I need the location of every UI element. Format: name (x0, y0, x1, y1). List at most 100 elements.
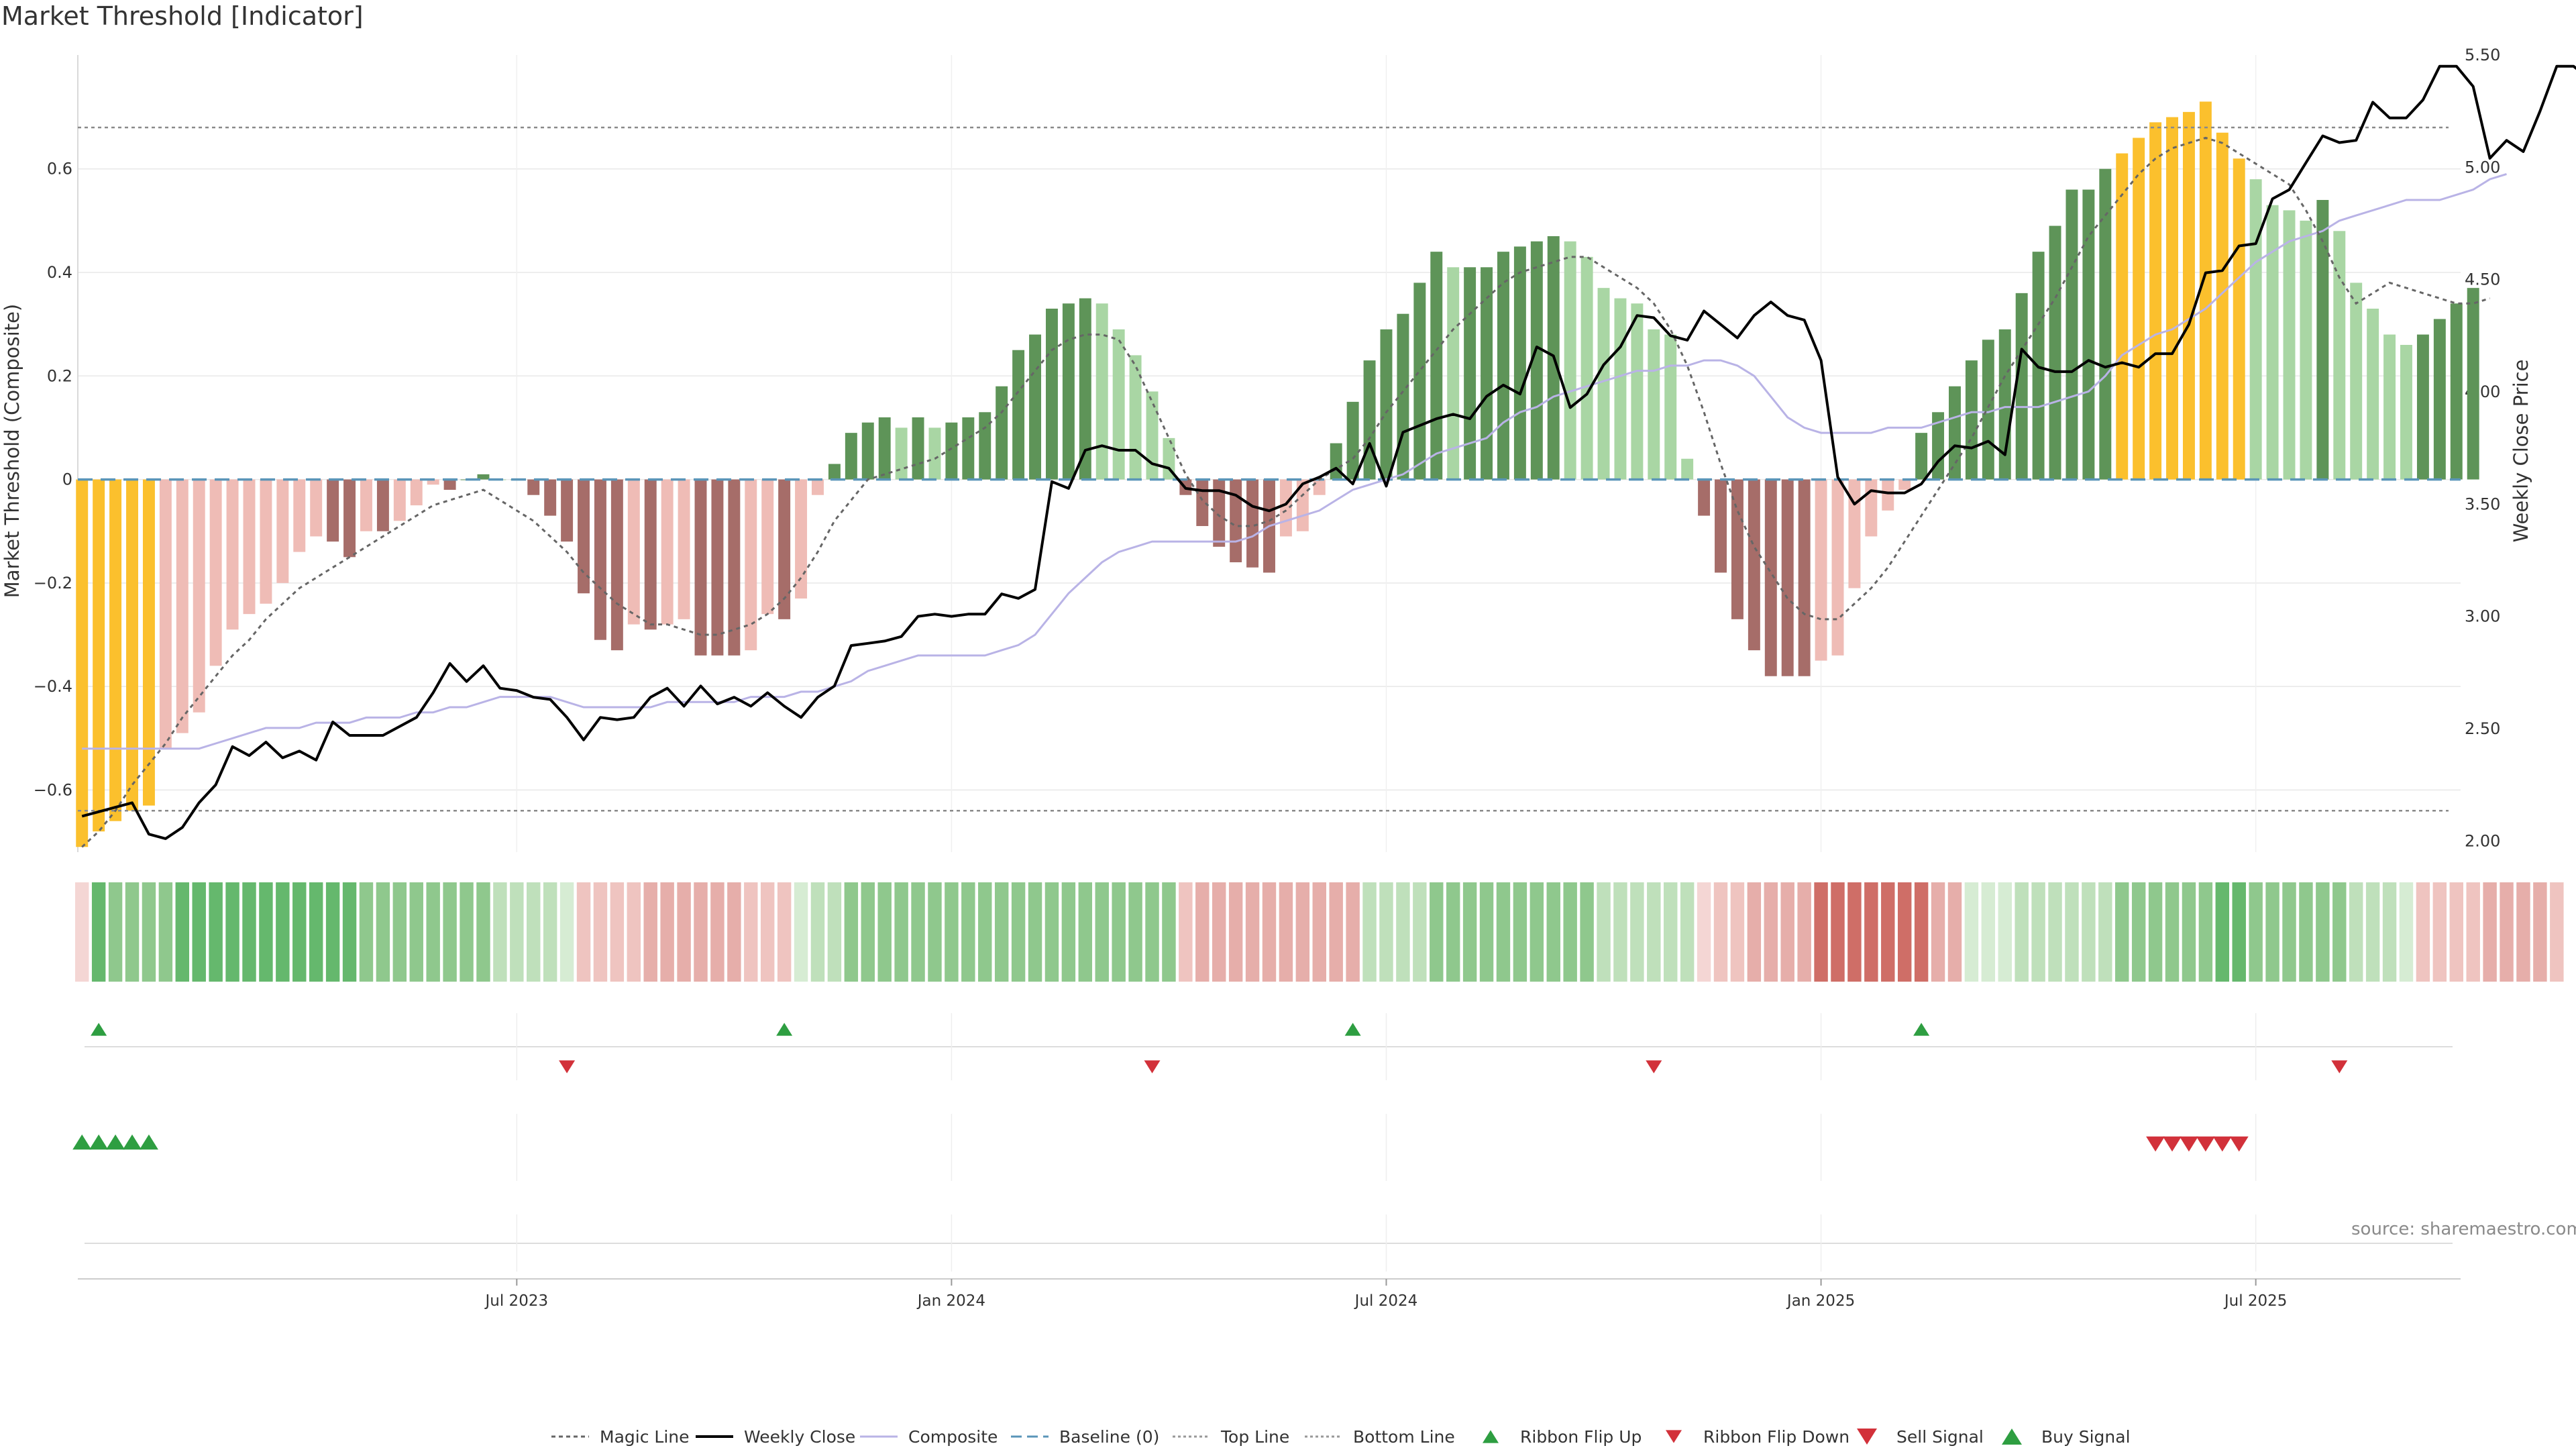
legend-swatch (1483, 1430, 1499, 1443)
ribbon-cell (125, 882, 140, 982)
buy-signal-marker (123, 1134, 142, 1150)
legend-label: Magic Line (600, 1427, 690, 1447)
composite-bar (1580, 256, 1593, 480)
y-tick-label-left: −0.6 (34, 780, 72, 799)
legend-item: Top Line (1173, 1427, 1289, 1447)
ribbon-flip-down-marker (559, 1060, 576, 1074)
ribbon-cell (1496, 882, 1511, 982)
legend-label: Ribbon Flip Up (1520, 1427, 1642, 1447)
ribbon-cell (91, 882, 106, 982)
composite-bar (1513, 246, 1526, 480)
ribbon-cell (1897, 882, 1912, 982)
ribbon-cell (2015, 882, 2029, 982)
legend-item: Bottom Line (1305, 1427, 1455, 1447)
ribbon-cell (2500, 882, 2514, 982)
composite-bar (443, 479, 456, 490)
ribbon-cell (2198, 882, 2213, 982)
ribbon-cell (1831, 882, 1845, 982)
y-tick-label-left: 0.6 (47, 160, 72, 178)
composite-bar (1481, 267, 1493, 480)
ribbon-cell (1947, 882, 1962, 982)
composite-bar (2082, 189, 2095, 480)
magic-line (81, 136, 2491, 848)
composite-bar (1246, 479, 1259, 568)
composite-bar (2416, 334, 2429, 480)
ribbon-cell (392, 882, 407, 982)
y-tick-label-left: −0.2 (34, 574, 72, 592)
composite-bar (610, 479, 623, 651)
x-tick-label: Jan 2024 (916, 1292, 985, 1310)
sell-signal-marker (2163, 1136, 2182, 1152)
ribbon-cell (1713, 882, 1728, 982)
composite-bar (878, 417, 891, 480)
y-tick-label-right: 4.50 (2465, 270, 2500, 289)
ribbon-cell (409, 882, 423, 982)
composite-bar (2316, 200, 2329, 480)
composite-bar (1413, 282, 1426, 480)
composite-bar (2116, 153, 2129, 480)
composite-bar (2149, 122, 2162, 480)
ribbon-flip-up-marker (91, 1023, 107, 1036)
ribbon-cell (2332, 882, 2347, 982)
composite-bar (376, 479, 389, 531)
legend-swatch (1857, 1429, 1877, 1445)
y-axis-title-right: Weekly Close Price (2510, 360, 2532, 543)
composite-bar (1313, 479, 1326, 495)
composite-bar (745, 479, 757, 651)
legend-label: Top Line (1220, 1427, 1289, 1447)
ribbon-cell (510, 882, 524, 982)
ribbon-cell (576, 882, 591, 982)
ribbon-cell (1797, 882, 1811, 982)
ribbon-cell (1362, 882, 1377, 982)
composite-bar (1614, 298, 1627, 480)
composite-bar (2333, 231, 2346, 480)
composite-bar (1012, 350, 1025, 480)
ribbon-cell (192, 882, 206, 982)
composite-bar (126, 479, 138, 811)
composite-bar (1464, 267, 1477, 480)
ribbon-cell (710, 882, 724, 982)
composite-bar (1530, 241, 1543, 480)
ribbon-cell (1262, 882, 1277, 982)
composite-bar (2383, 334, 2396, 480)
ribbon-cell (493, 882, 507, 982)
composite-bar (1831, 479, 1844, 656)
ribbon-cell (1028, 882, 1042, 982)
y-tick-label-left: −0.4 (34, 677, 72, 696)
y-tick-label-right: 2.00 (2465, 831, 2500, 850)
composite-bar (861, 422, 874, 480)
composite-bar (1430, 252, 1443, 480)
ribbon-cell (2365, 882, 2380, 982)
ribbon-flip-down-marker (1646, 1060, 1662, 1074)
ribbon-cell (1228, 882, 1243, 982)
composite-bar (1648, 329, 1660, 480)
ribbon-cell (1764, 882, 1778, 982)
composite-bar (2015, 293, 2028, 480)
composite-bar (276, 479, 289, 583)
legend-label: Bottom Line (1353, 1427, 1455, 1447)
ribbon-cell (2483, 882, 2497, 982)
ribbon-cell (376, 882, 390, 982)
composite-bar (293, 479, 306, 552)
composite-bar (627, 479, 640, 625)
ribbon-cell (1112, 882, 1126, 982)
composite-bar (1230, 479, 1242, 562)
composite-bar (1982, 340, 1994, 480)
ribbon-cell (827, 882, 842, 982)
ribbon-cell (877, 882, 892, 982)
ribbon-cell (276, 882, 290, 982)
composite-bar (527, 479, 540, 495)
page-title: Market Threshold [Indicator] (1, 1, 364, 31)
ribbon-cell (627, 882, 641, 982)
composite-bar (2367, 309, 2379, 480)
ribbon-cell (1446, 882, 1460, 982)
ribbon-flip-down-marker (2331, 1060, 2348, 1074)
composite-bar (1764, 479, 1777, 676)
ribbon-cell (727, 882, 741, 982)
ribbon-flip-up-marker (776, 1023, 793, 1036)
ribbon-cell (810, 882, 825, 982)
composite-bar (360, 479, 372, 531)
ribbon-cell (1061, 882, 1076, 982)
ribbon-cell (1630, 882, 1644, 982)
ribbon-cell (2065, 882, 2079, 982)
